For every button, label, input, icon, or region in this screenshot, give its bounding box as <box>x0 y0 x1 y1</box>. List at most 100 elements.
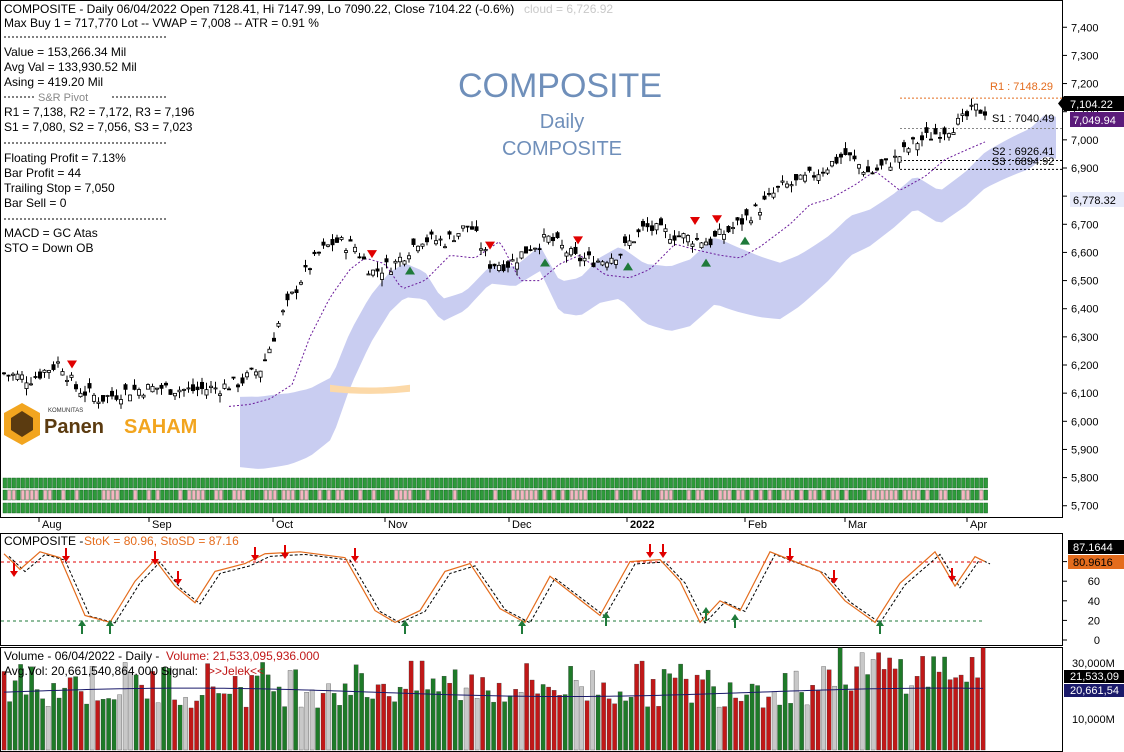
strip-cell <box>430 489 435 501</box>
volume-bar <box>139 684 144 751</box>
strip-cell <box>569 477 574 489</box>
candle-body <box>172 392 177 397</box>
stoch-buy-arrow-head <box>702 607 710 613</box>
strip-cell <box>583 502 588 514</box>
strip-cell <box>722 477 727 489</box>
volume-bar <box>821 666 826 751</box>
strip-cell <box>470 502 475 514</box>
volume-bar <box>584 700 590 751</box>
candle-body <box>505 261 510 268</box>
strip-cell <box>479 489 484 501</box>
strip-cell <box>898 489 903 501</box>
strip-cell <box>862 489 867 501</box>
candle-body <box>798 174 803 180</box>
strip-cell <box>43 502 48 514</box>
vol-tick-10000: 10,000M <box>1072 714 1115 726</box>
strip-cell <box>803 477 808 489</box>
strip-cell <box>785 502 790 514</box>
strip-cell <box>875 502 880 514</box>
volume-bar <box>18 664 23 751</box>
strip-cell <box>497 477 502 489</box>
candle-body <box>803 174 808 182</box>
buy-marker-icon <box>405 266 415 275</box>
strip-cell <box>61 489 66 501</box>
strip-cell <box>605 502 610 514</box>
strip-cell <box>632 502 637 514</box>
strip-cell <box>857 502 862 514</box>
strip-cell <box>439 477 444 489</box>
candle-body <box>474 226 479 231</box>
candle-body <box>285 293 290 301</box>
volume-bar <box>408 660 414 751</box>
strip-cell <box>943 502 948 514</box>
strip-cell <box>452 477 457 489</box>
strip-cell <box>677 477 682 489</box>
strip-cell <box>457 502 462 514</box>
strip-cell <box>263 489 268 501</box>
volume-bars <box>1 647 986 751</box>
strip-cell <box>713 502 718 514</box>
strip-cell <box>70 502 75 514</box>
strip-cell <box>754 502 759 514</box>
strip-cell <box>7 477 12 489</box>
candle-body <box>181 388 186 391</box>
strip-cell <box>826 502 831 514</box>
strip-cell <box>619 502 624 514</box>
candle-body <box>19 374 24 380</box>
volume-bar <box>315 707 320 751</box>
strip-cell <box>164 489 169 501</box>
strip-cell <box>938 502 943 514</box>
volume-bar <box>722 706 727 751</box>
candle-body <box>438 238 443 241</box>
strip-cell <box>227 477 232 489</box>
strip-cell <box>304 477 309 489</box>
strip-cell <box>16 477 21 489</box>
watermark: COMPOSITE Daily COMPOSITE <box>458 67 662 160</box>
strip-cell <box>74 502 79 514</box>
candle-body <box>114 395 119 400</box>
stoch-arrows <box>10 544 956 634</box>
volume-bar <box>942 656 947 751</box>
strip-cell <box>925 477 930 489</box>
strip-cell <box>749 489 754 501</box>
strip-cell <box>407 502 412 514</box>
volume-bar <box>854 666 859 751</box>
candle-body <box>753 204 758 207</box>
strip-cell <box>893 489 898 501</box>
volume-bar <box>265 674 271 751</box>
candle-body <box>352 246 357 253</box>
strip-cell <box>119 477 124 489</box>
strip-cell <box>254 489 259 501</box>
strip-cell <box>902 502 907 514</box>
strip-cell <box>961 477 966 489</box>
strip-cell <box>511 477 516 489</box>
month-label: Feb <box>748 519 767 531</box>
candle-body <box>857 164 862 169</box>
strip-cell <box>412 489 417 501</box>
strip-cell <box>610 489 615 501</box>
strip-cell <box>502 477 507 489</box>
strip-cell <box>313 477 318 489</box>
strip-cell <box>146 502 151 514</box>
month-label: Oct <box>276 519 293 531</box>
stoch-tick-label: 40 <box>1088 596 1100 608</box>
price-axis: 7,4007,3007,2007,1007,0006,9006,8006,700… <box>1063 22 1099 513</box>
stoch-sell-arrow-head <box>151 559 159 565</box>
strip-cell <box>916 489 921 501</box>
strip-cell <box>160 477 165 489</box>
volume-bar <box>755 685 760 751</box>
volume-bar <box>309 689 315 751</box>
strip-cell <box>583 477 588 489</box>
candle-body <box>307 268 312 271</box>
watermark-title: COMPOSITE <box>458 67 662 105</box>
strip-cell <box>47 477 52 489</box>
strip-cell <box>551 477 556 489</box>
volume-bar <box>348 694 353 751</box>
candle-body <box>897 156 902 163</box>
candle-body <box>213 387 218 390</box>
strip-cell <box>596 489 601 501</box>
strip-cell <box>452 489 457 501</box>
strip-cell <box>407 477 412 489</box>
strip-cell <box>236 477 241 489</box>
